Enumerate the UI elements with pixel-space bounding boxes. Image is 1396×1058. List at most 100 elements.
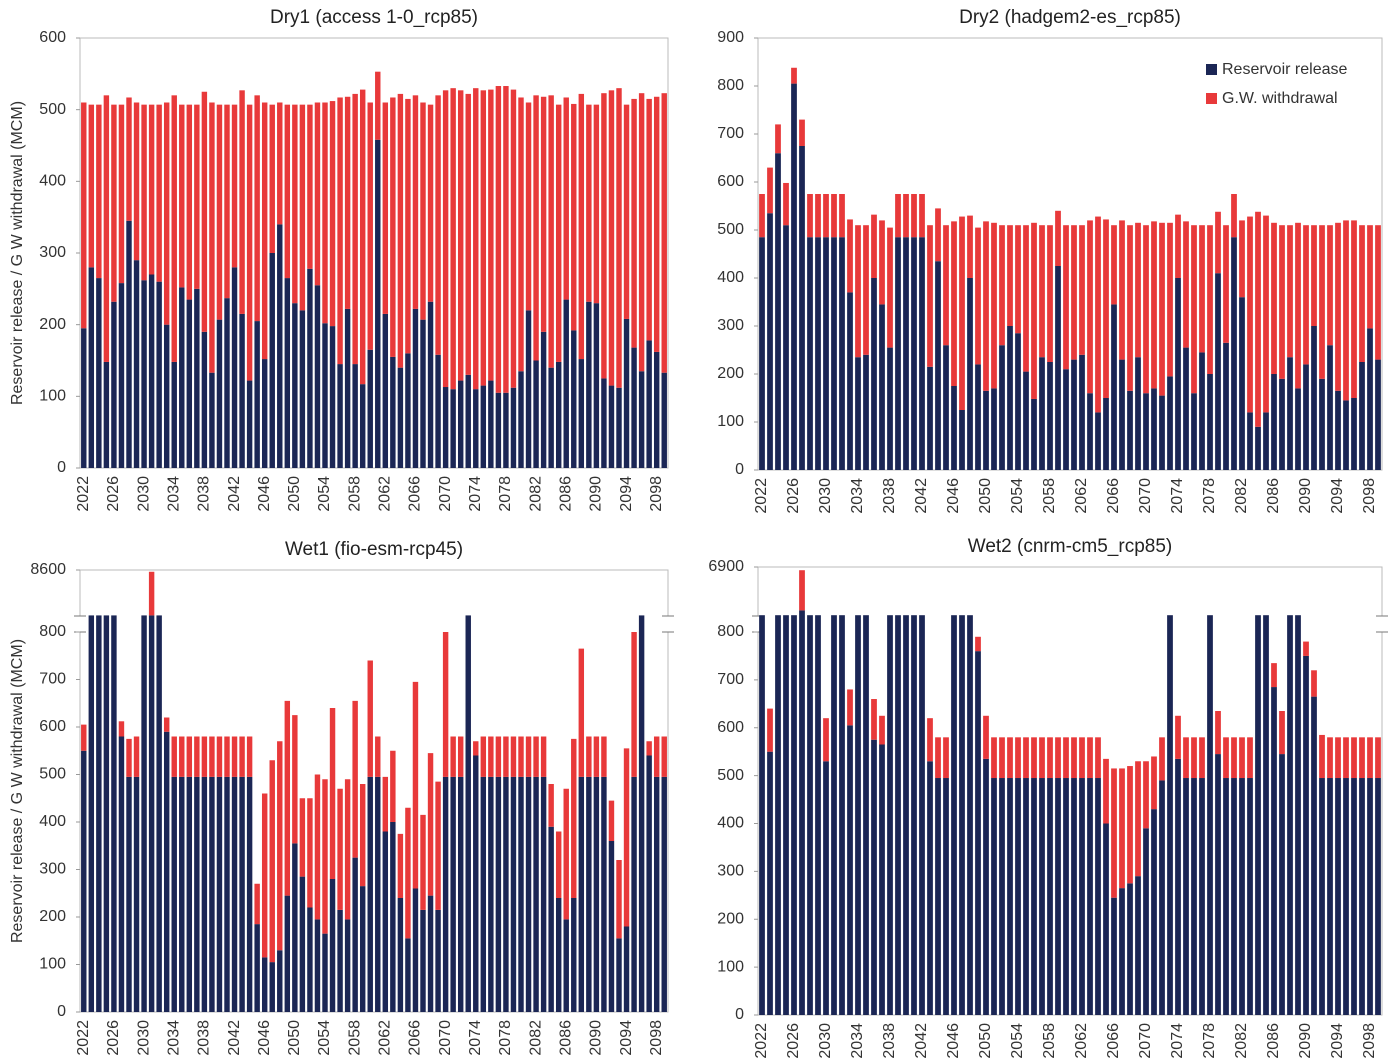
- bar-segment: [571, 103, 577, 331]
- bar-segment: [1279, 225, 1285, 379]
- bar-segment: [631, 776, 637, 1012]
- x-tick-label: 2042: [913, 478, 930, 514]
- bar-segment: [1327, 225, 1333, 346]
- bar-segment: [1175, 715, 1181, 759]
- bar-segment: [533, 736, 539, 777]
- x-tick-label: 2042: [226, 1020, 243, 1056]
- x-tick-label: 2074: [467, 1020, 484, 1056]
- bar-segment: [601, 378, 607, 468]
- bar-segment: [1071, 225, 1077, 360]
- bar-segment: [799, 570, 805, 611]
- bar-segment: [292, 303, 298, 468]
- bar-segment: [126, 220, 132, 468]
- bar-segment: [1127, 390, 1133, 470]
- bar-segment: [1359, 362, 1365, 470]
- bar-segment: [261, 102, 268, 360]
- bar-segment: [1055, 778, 1061, 1015]
- bar-segment: [807, 237, 813, 470]
- bar-segment: [601, 93, 607, 379]
- bar-segment: [1167, 615, 1173, 1015]
- bar-segment: [586, 776, 592, 1012]
- bar-segment: [382, 831, 389, 1012]
- bar-segment: [1199, 352, 1205, 470]
- bar-segment: [1183, 778, 1189, 1015]
- y-tick-label: 200: [717, 910, 744, 927]
- bar-segment: [171, 361, 177, 468]
- bar-segment: [1015, 737, 1021, 779]
- bar-segment: [548, 367, 554, 468]
- bar-segment: [382, 313, 389, 468]
- bar-segment: [1039, 778, 1045, 1015]
- bar-segment: [473, 741, 479, 756]
- bar-segment: [111, 301, 117, 468]
- bar-segment: [767, 213, 773, 470]
- bar-segment: [171, 95, 177, 362]
- bar-segment: [1263, 412, 1269, 470]
- bar-segment: [299, 798, 306, 877]
- bar-segment: [284, 895, 291, 1012]
- bar-segment: [1039, 225, 1045, 358]
- bar-segment: [601, 776, 607, 1012]
- bar-segment: [1327, 345, 1333, 470]
- bar-segment: [231, 776, 238, 1012]
- bar-segment: [126, 97, 132, 221]
- x-tick-label: 2046: [945, 478, 962, 514]
- bar-segment: [1119, 888, 1125, 1015]
- bar-segment: [847, 219, 853, 293]
- x-tick-label: 2022: [753, 1023, 770, 1058]
- bar-segment: [871, 739, 877, 1015]
- bar-segment: [1071, 737, 1077, 779]
- bar-segment: [895, 237, 901, 470]
- bar-segment: [96, 278, 102, 468]
- bar-segment: [991, 222, 997, 389]
- bar-segment: [344, 779, 351, 920]
- bar-segment: [239, 736, 245, 777]
- bar-segment: [209, 372, 215, 468]
- bar-segment: [943, 737, 949, 779]
- bar-segment: [791, 83, 797, 470]
- bar-segment: [292, 715, 298, 844]
- x-tick-label: 2090: [588, 1020, 605, 1056]
- bar-segment: [646, 98, 652, 341]
- bar-segment: [847, 292, 853, 470]
- bar-segment: [216, 776, 223, 1012]
- bar-segment: [382, 102, 389, 314]
- bar-segment: [1255, 426, 1261, 470]
- bar-segment: [179, 287, 185, 468]
- bar-segment: [927, 366, 933, 470]
- bar-segment: [563, 299, 569, 468]
- bar-segment: [540, 96, 547, 332]
- bar-segment: [307, 798, 313, 908]
- bar-segment: [412, 681, 419, 889]
- x-tick-label: 2066: [407, 476, 424, 512]
- bar-segment: [646, 340, 652, 468]
- bar-segment: [518, 736, 524, 777]
- bar-segment: [616, 88, 622, 388]
- bar-segment: [495, 736, 502, 777]
- bar-segment: [593, 303, 600, 468]
- x-tick-label: 2066: [1105, 1023, 1122, 1058]
- x-tick-label: 2098: [1361, 478, 1378, 514]
- bar-segment: [186, 736, 193, 777]
- bar-segment: [646, 755, 652, 1012]
- bar-segment: [616, 387, 622, 468]
- bar-segment: [1047, 737, 1053, 779]
- bar-segment: [1319, 378, 1325, 470]
- bar-segment: [450, 776, 456, 1012]
- bar-segment: [1231, 194, 1237, 238]
- bar-segment: [111, 104, 117, 302]
- x-tick-label: 2078: [1201, 1023, 1218, 1058]
- bar-segment: [911, 237, 917, 470]
- bar-segment: [935, 737, 941, 779]
- bar-segment: [352, 93, 358, 365]
- bar-segment: [601, 736, 607, 777]
- x-tick-label: 2070: [437, 476, 454, 512]
- bar-segment: [548, 784, 554, 827]
- bar-segment: [879, 744, 885, 1015]
- bar-segment: [1247, 216, 1253, 413]
- bar-segment: [269, 760, 275, 963]
- bar-segment: [661, 776, 667, 1012]
- y-tick-label: 700: [717, 125, 744, 142]
- bar-segment: [623, 926, 630, 1012]
- bar-segment: [1055, 210, 1061, 266]
